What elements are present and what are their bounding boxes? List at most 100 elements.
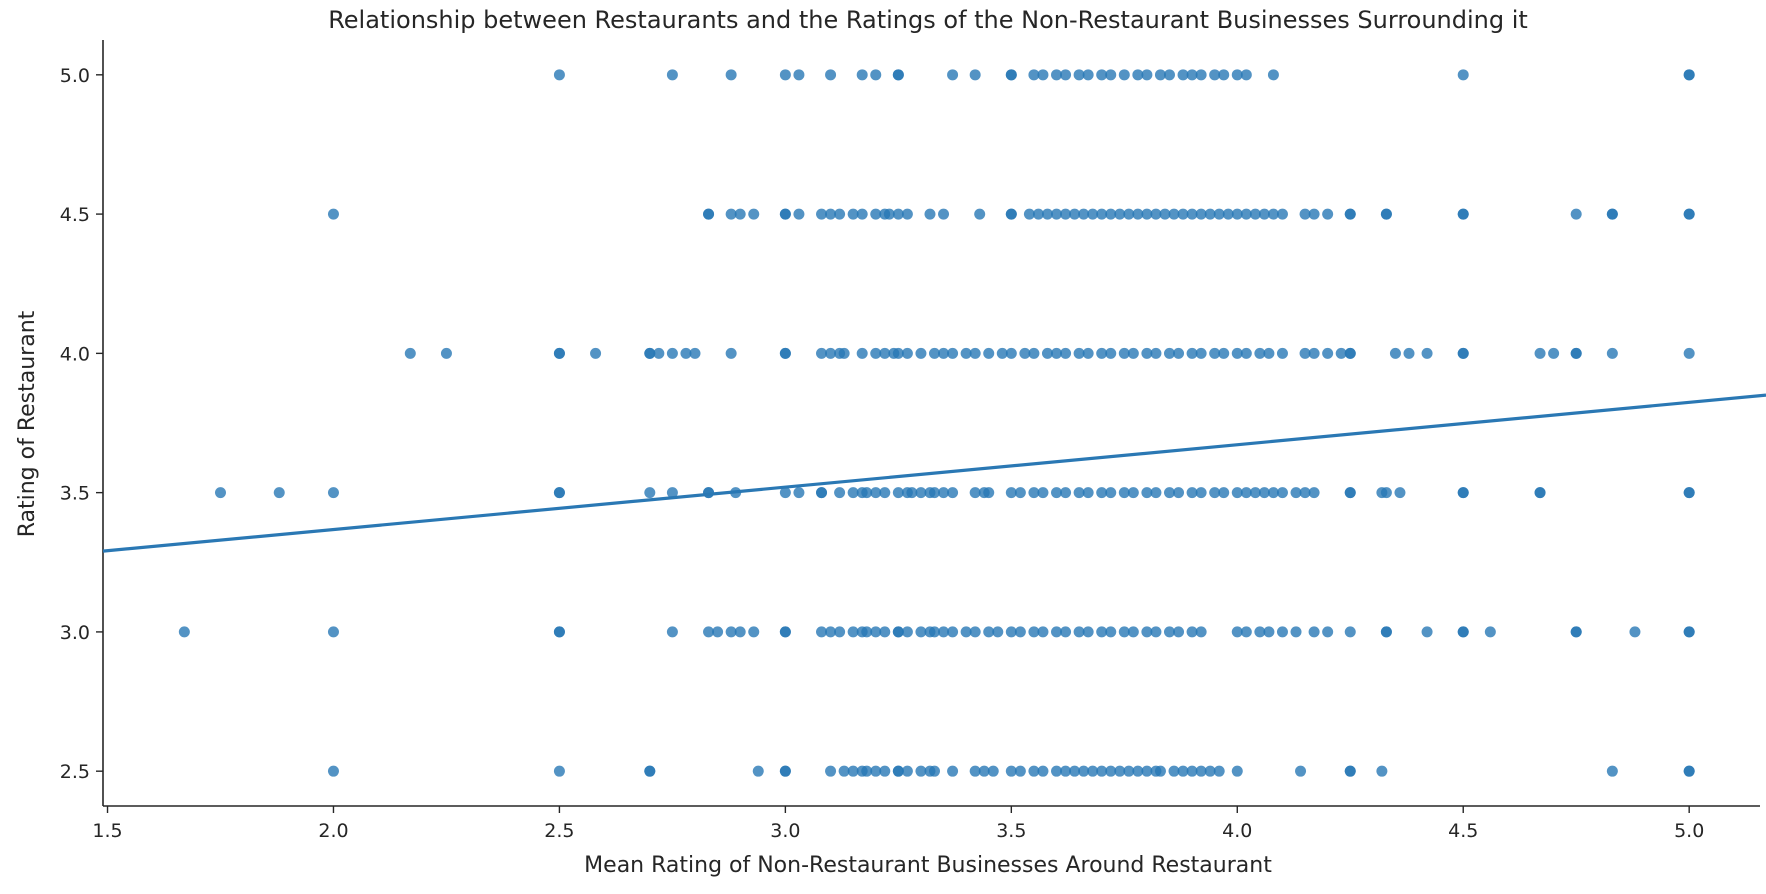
data-point	[725, 69, 737, 81]
data-point	[1218, 487, 1230, 499]
data-point	[1082, 487, 1094, 499]
data-point	[1683, 208, 1695, 220]
data-point	[1421, 347, 1433, 359]
data-point	[1258, 208, 1270, 220]
data-point	[1096, 626, 1108, 638]
data-point	[996, 347, 1008, 359]
data-point	[1096, 765, 1108, 777]
data-point	[1240, 347, 1252, 359]
data-point	[748, 626, 760, 638]
data-point	[1173, 487, 1185, 499]
data-point	[734, 626, 746, 638]
data-point	[1629, 626, 1641, 638]
data-point	[947, 347, 959, 359]
data-point	[947, 69, 959, 81]
data-point	[879, 347, 891, 359]
data-point	[1570, 208, 1582, 220]
data-point	[1127, 347, 1139, 359]
data-point	[1290, 626, 1302, 638]
data-point	[666, 69, 678, 81]
data-point	[779, 69, 791, 81]
data-point	[1168, 765, 1180, 777]
data-point	[1209, 487, 1221, 499]
data-point	[834, 208, 846, 220]
data-point	[915, 765, 927, 777]
data-point	[816, 347, 828, 359]
data-point	[1168, 208, 1180, 220]
data-point	[960, 626, 972, 638]
data-point	[1163, 347, 1175, 359]
data-point	[825, 765, 837, 777]
x-tick-label: 5.0	[1674, 820, 1704, 842]
data-point	[1078, 765, 1090, 777]
data-point	[1177, 765, 1189, 777]
data-point	[834, 626, 846, 638]
x-tick-label: 4.5	[1448, 820, 1478, 842]
data-point	[1231, 347, 1243, 359]
data-point	[1150, 347, 1162, 359]
y-tick-label: 4.0	[60, 343, 90, 365]
regression-line	[102, 393, 1766, 553]
data-point	[404, 347, 416, 359]
data-point	[1258, 487, 1270, 499]
data-points	[178, 69, 1695, 777]
data-point	[1105, 765, 1117, 777]
data-point	[861, 765, 873, 777]
data-point	[870, 347, 882, 359]
data-point	[1105, 347, 1117, 359]
y-axis-ticks: 2.5 3.0 3.5 4.0 4.5 5.0	[60, 65, 103, 783]
data-point	[1683, 347, 1695, 359]
data-point	[1005, 626, 1017, 638]
data-point	[752, 765, 764, 777]
data-point	[1123, 208, 1135, 220]
data-point	[725, 208, 737, 220]
data-point	[847, 487, 859, 499]
data-point	[847, 208, 859, 220]
data-point	[1041, 347, 1053, 359]
data-point	[1322, 347, 1334, 359]
data-point	[779, 347, 791, 359]
data-point	[1163, 487, 1175, 499]
data-point	[825, 626, 837, 638]
data-point	[825, 347, 837, 359]
data-point	[969, 347, 981, 359]
data-point	[1276, 626, 1288, 638]
data-point	[1141, 487, 1153, 499]
data-point	[1014, 626, 1026, 638]
data-point	[1240, 69, 1252, 81]
data-point	[1276, 347, 1288, 359]
data-point	[1457, 69, 1469, 81]
data-point	[1118, 626, 1130, 638]
data-point	[1322, 626, 1334, 638]
data-point	[1308, 208, 1320, 220]
data-point	[1403, 347, 1415, 359]
data-point	[1014, 487, 1026, 499]
data-point	[892, 765, 904, 777]
data-point	[987, 765, 999, 777]
data-point	[1344, 347, 1356, 359]
data-point	[1249, 487, 1261, 499]
data-point	[327, 626, 339, 638]
data-point	[1209, 347, 1221, 359]
data-point	[1606, 765, 1618, 777]
data-point	[1254, 626, 1266, 638]
data-point	[1154, 765, 1166, 777]
data-point	[915, 626, 927, 638]
data-point	[1069, 208, 1081, 220]
data-point	[1421, 626, 1433, 638]
data-point	[1683, 626, 1695, 638]
data-point	[816, 626, 828, 638]
data-point	[1150, 487, 1162, 499]
data-point	[1263, 626, 1275, 638]
data-point	[1082, 347, 1094, 359]
data-point	[1028, 626, 1040, 638]
data-point	[1037, 765, 1049, 777]
data-point	[879, 626, 891, 638]
x-tick-label: 3.5	[996, 820, 1026, 842]
data-point	[1254, 347, 1266, 359]
data-point	[1606, 208, 1618, 220]
data-point	[1105, 626, 1117, 638]
data-point	[825, 69, 837, 81]
data-point	[1186, 626, 1198, 638]
data-point	[1087, 765, 1099, 777]
